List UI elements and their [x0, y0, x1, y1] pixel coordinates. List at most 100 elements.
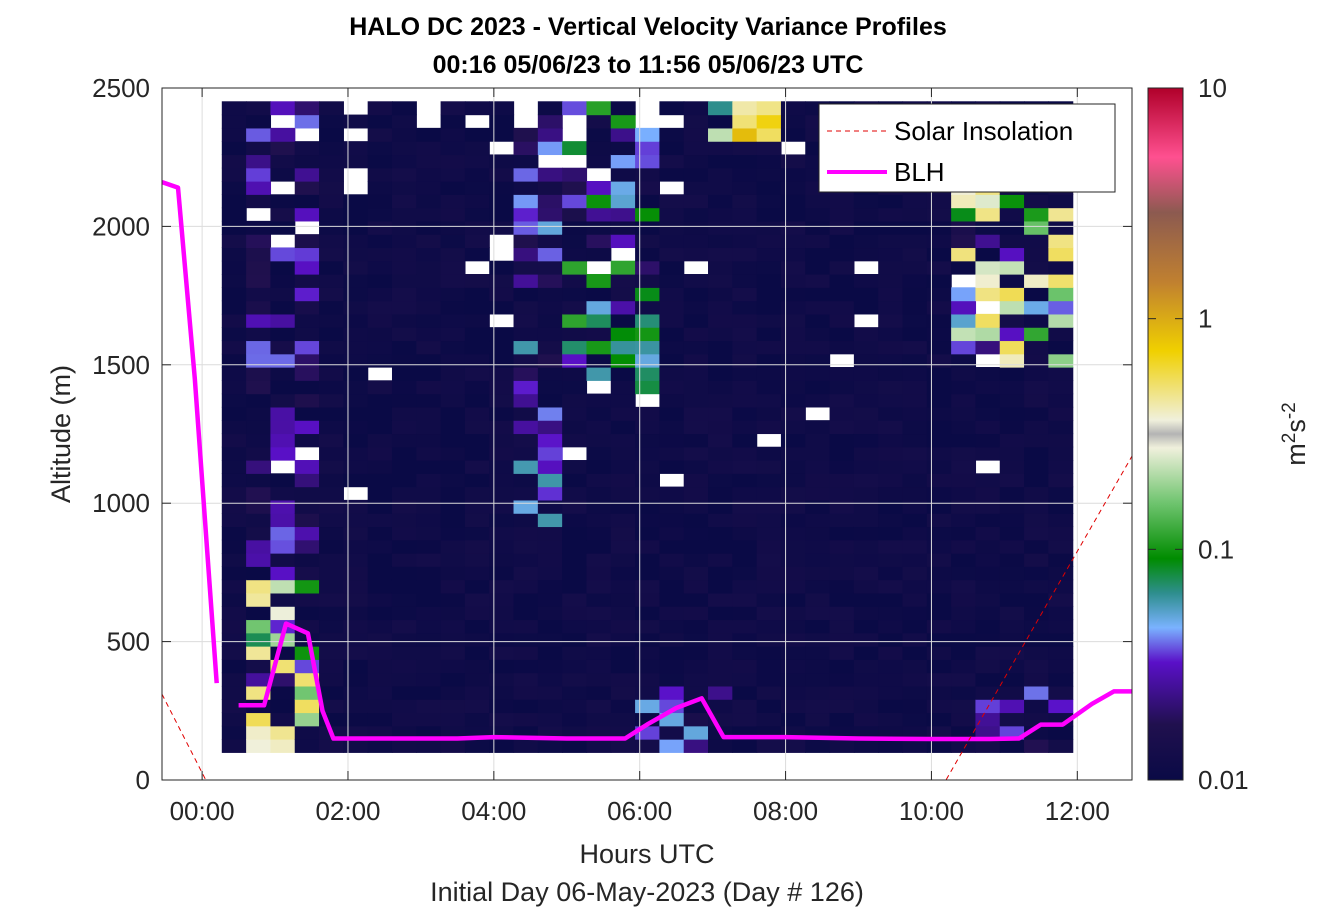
- heatmap-cell: [294, 606, 320, 621]
- heatmap-cell: [513, 579, 539, 594]
- heatmap-cell: [951, 566, 977, 581]
- heatmap-cell: [683, 659, 709, 674]
- heatmap-cell: [537, 739, 563, 753]
- heatmap-cell: [926, 499, 952, 514]
- heatmap-cell: [246, 672, 272, 687]
- heatmap-cell: [732, 353, 758, 368]
- heatmap-cell: [926, 685, 952, 700]
- heatmap-cell: [270, 446, 296, 461]
- heatmap-cell: [440, 406, 466, 421]
- heatmap-cell: [294, 553, 320, 567]
- heatmap-cell: [246, 460, 272, 474]
- heatmap-cell: [610, 287, 636, 302]
- heatmap-cell: [319, 167, 344, 182]
- heatmap-cell: [246, 592, 272, 607]
- heatmap-cell: [440, 420, 466, 435]
- heatmap-cell: [756, 619, 782, 634]
- heatmap-cell: [756, 526, 782, 541]
- heatmap-cell: [416, 260, 442, 275]
- heatmap-cell: [999, 260, 1025, 275]
- heatmap-cell: [1048, 526, 1074, 541]
- heatmap-cell: [1048, 659, 1074, 674]
- heatmap-cell: [708, 141, 733, 156]
- heatmap-cell: [367, 553, 393, 567]
- heatmap-cell: [902, 247, 928, 262]
- heatmap-cell: [1024, 606, 1049, 621]
- heatmap-cell: [513, 646, 539, 660]
- heatmap-cell: [319, 526, 344, 541]
- heatmap-cell: [440, 632, 466, 647]
- heatmap-cell: [319, 672, 344, 687]
- heatmap-cell: [537, 606, 563, 621]
- heatmap-cell: [513, 367, 539, 381]
- heatmap-cell: [221, 327, 247, 342]
- heatmap-cell: [732, 287, 758, 302]
- heatmap-cell: [708, 553, 733, 567]
- heatmap-cell: [391, 632, 417, 647]
- heatmap-cell: [343, 247, 369, 262]
- heatmap-cell: [440, 619, 466, 634]
- heatmap-cell: [878, 526, 904, 541]
- heatmap-cell: [951, 539, 977, 554]
- heatmap-cell: [489, 606, 515, 621]
- heatmap-cell: [294, 247, 320, 262]
- heatmap-cell: [537, 579, 563, 594]
- heatmap-cell: [562, 327, 588, 342]
- heatmap-cell: [464, 313, 490, 328]
- heatmap-cell: [562, 539, 588, 554]
- colorbar-gradient: [1147, 87, 1184, 781]
- heatmap-cell: [1024, 367, 1049, 381]
- heatmap-cell: [683, 141, 709, 156]
- heatmap-cell: [999, 460, 1025, 474]
- heatmap-cell: [829, 579, 855, 594]
- heatmap-cell: [659, 287, 685, 302]
- heatmap-cell: [1024, 579, 1049, 594]
- heatmap-cell: [805, 420, 831, 435]
- heatmap-cell: [586, 460, 612, 474]
- heatmap-cell: [853, 592, 879, 607]
- heatmap-cell: [319, 499, 344, 514]
- heatmap-cell: [270, 566, 296, 581]
- legend: Solar Insolation BLH: [818, 103, 1116, 193]
- heatmap-cell: [343, 579, 369, 594]
- heatmap-cell: [489, 526, 515, 541]
- heatmap-cell: [732, 699, 758, 714]
- heatmap-cell: [829, 539, 855, 554]
- heatmap-cell: [1048, 646, 1074, 660]
- heatmap-cell: [683, 353, 709, 368]
- heatmap-cell: [440, 127, 466, 142]
- heatmap-cell: [902, 420, 928, 435]
- heatmap-cell: [537, 367, 563, 381]
- heatmap-cell: [708, 446, 733, 461]
- heatmap-cell: [1048, 579, 1074, 594]
- heatmap-cell: [416, 473, 442, 488]
- heatmap-cell: [683, 367, 709, 381]
- heatmap-cell: [416, 712, 442, 727]
- heatmap-cell: [780, 672, 806, 687]
- heatmap-cell: [829, 260, 855, 275]
- heatmap-cell: [878, 499, 904, 514]
- heatmap-cell: [246, 646, 272, 660]
- heatmap-cell: [343, 353, 369, 368]
- heatmap-cell: [513, 672, 539, 687]
- heatmap-cell: [367, 685, 393, 700]
- heatmap-cell: [635, 699, 660, 714]
- heatmap-cell: [270, 473, 296, 488]
- heatmap-cell: [537, 699, 563, 714]
- heatmap-cell: [319, 579, 344, 594]
- heatmap-cell: [537, 340, 563, 355]
- heatmap-cell: [367, 433, 393, 448]
- heatmap-cell: [878, 274, 904, 288]
- heatmap-cell: [951, 220, 977, 235]
- heatmap-cell: [708, 340, 733, 355]
- heatmap-cell: [294, 499, 320, 514]
- heatmap-cell: [464, 406, 490, 421]
- heatmap-cell: [221, 513, 247, 528]
- heatmap-cell: [1048, 234, 1074, 249]
- heatmap-cell: [951, 380, 977, 395]
- heatmap-cell: [610, 513, 636, 528]
- heatmap-cell: [513, 247, 539, 262]
- heatmap-cell: [270, 353, 296, 368]
- heatmap-cell: [489, 420, 515, 435]
